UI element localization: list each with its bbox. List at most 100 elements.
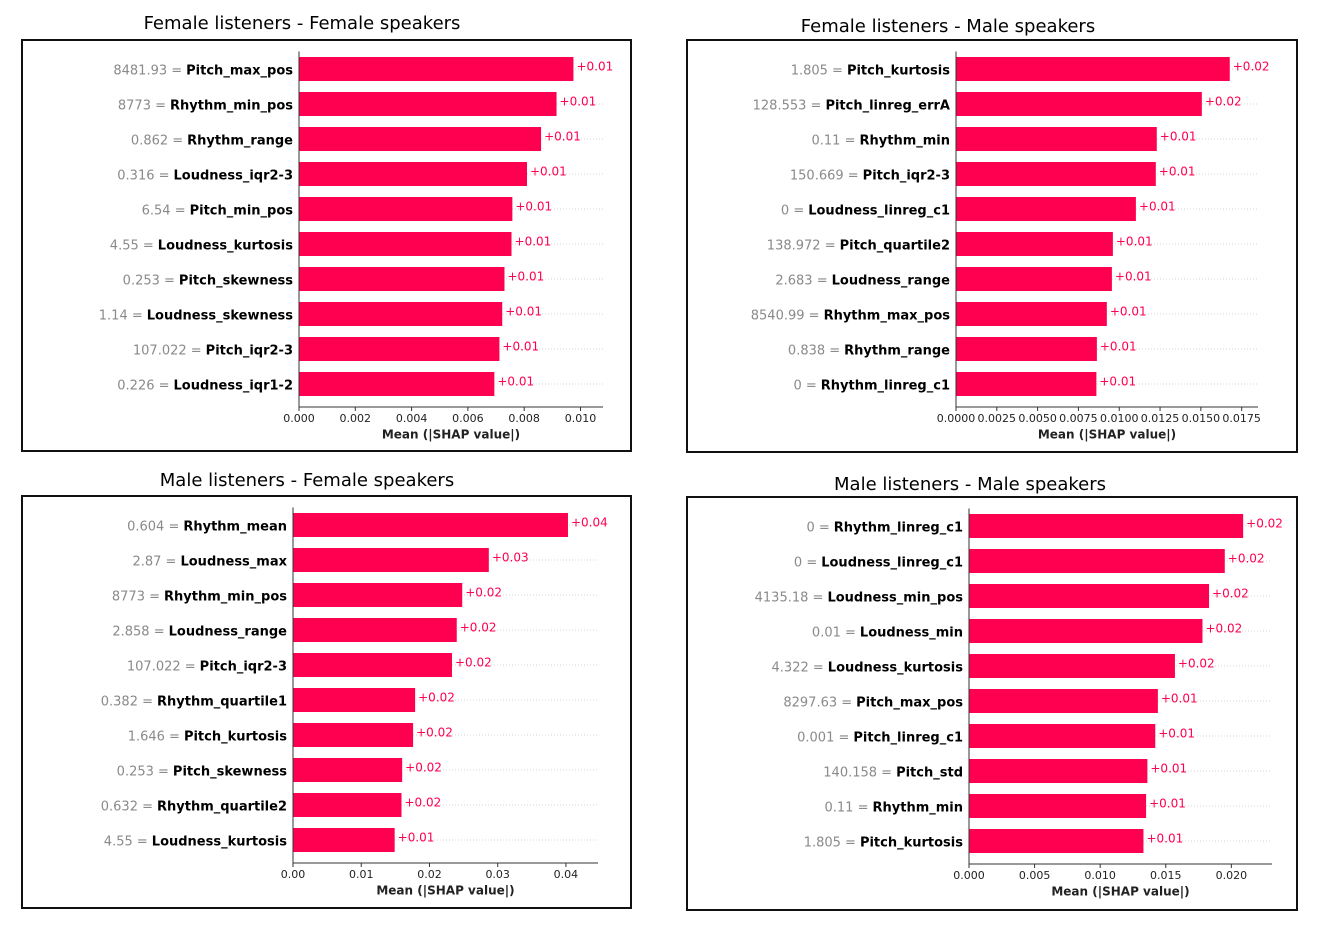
bar	[969, 759, 1148, 783]
feature-value: 0.862 =	[131, 134, 183, 149]
feature-name: Pitch_kurtosis	[847, 64, 950, 79]
value-label: +0.01	[1161, 692, 1198, 706]
feature-value: 1.805 =	[804, 836, 856, 851]
value-label: +0.02	[1212, 587, 1249, 601]
value-label: +0.01	[515, 200, 552, 214]
x-tick-label: 0.0150	[1182, 412, 1221, 425]
value-label: +0.01	[502, 340, 539, 354]
feature-value: 140.158 =	[823, 766, 892, 781]
feature-name: Pitch_skewness	[179, 274, 293, 289]
feature-name: Loudness_iqr2-3	[174, 169, 293, 184]
value-label: +0.04	[571, 516, 608, 530]
panel-frame	[21, 39, 632, 452]
bar	[299, 372, 495, 396]
bar	[299, 337, 500, 361]
feature-name: Pitch_iqr2-3	[206, 344, 293, 359]
feature-value: 0.382 =	[101, 695, 153, 710]
chart-title: Male listeners - Female speakers	[160, 470, 454, 491]
x-tick-label: 0.000	[953, 869, 985, 882]
feature-value: 2.858 =	[112, 625, 164, 640]
bar	[956, 372, 1097, 396]
feature-name: Loudness_kurtosis	[152, 835, 287, 850]
feature-value: 0 =	[793, 379, 816, 394]
x-tick-label: 0.005	[1019, 869, 1051, 882]
chart-title: Female listeners - Female speakers	[144, 13, 461, 34]
feature-value: 0.226 =	[117, 379, 169, 394]
feature-value: 107.022 =	[133, 344, 202, 359]
x-tick-label: 0.0050	[1018, 412, 1057, 425]
bar	[956, 302, 1107, 326]
x-tick-label: 0.03	[485, 868, 510, 881]
x-tick-label: 0.0025	[978, 412, 1017, 425]
bar	[299, 127, 542, 151]
x-tick-label: 0.010	[1084, 869, 1116, 882]
bar	[293, 793, 402, 817]
feature-name: Loudness_kurtosis	[158, 239, 293, 254]
x-axis-label: Mean (|SHAP value|)	[376, 884, 514, 898]
feature-name: Loudness_range	[832, 274, 951, 289]
bar	[969, 829, 1144, 853]
value-label: +0.01	[507, 270, 544, 284]
value-label: +0.01	[1159, 165, 1196, 179]
feature-value: 8773 =	[112, 590, 160, 605]
x-tick-label: 0.00	[281, 868, 306, 881]
feature-value: 0 =	[794, 556, 817, 571]
x-tick-label: 0.02	[417, 868, 442, 881]
value-label: +0.01	[1110, 305, 1147, 319]
feature-value: 0.604 =	[127, 520, 179, 535]
feature-value: 0.838 =	[788, 344, 840, 359]
x-tick-label: 0.002	[340, 412, 372, 425]
feature-value: 0.001 =	[797, 731, 849, 746]
feature-value: 2.683 =	[775, 274, 827, 289]
feature-name: Loudness_min_pos	[827, 591, 963, 606]
feature-value: 0.11 =	[825, 801, 869, 816]
feature-value: 4.55 =	[110, 239, 154, 254]
bar	[299, 197, 513, 221]
feature-value: 2.87 =	[132, 555, 176, 570]
feature-name: Rhythm_linreg_c1	[834, 521, 963, 536]
x-tick-label: 0.01	[349, 868, 374, 881]
feature-name: Rhythm_range	[187, 134, 293, 149]
feature-name: Rhythm_min_pos	[170, 99, 293, 114]
value-label: +0.01	[1160, 130, 1197, 144]
feature-value: 107.022 =	[127, 660, 196, 675]
feature-name: Loudness_kurtosis	[828, 661, 963, 676]
x-tick-label: 0.010	[565, 412, 597, 425]
bar	[293, 513, 568, 537]
feature-name: Pitch_max_pos	[856, 696, 963, 711]
value-label: +0.01	[1099, 375, 1136, 389]
feature-name: Pitch_std	[896, 766, 963, 781]
feature-name: Loudness_iqr1-2	[174, 379, 293, 394]
value-label: +0.02	[418, 691, 455, 705]
feature-value: 4.322 =	[772, 661, 824, 676]
feature-value: 0 =	[806, 521, 829, 536]
feature-value: 1.805 =	[791, 64, 843, 79]
value-label: +0.02	[1205, 95, 1242, 109]
feature-name: Rhythm_mean	[183, 520, 287, 535]
feature-value: 4135.18 =	[755, 591, 824, 606]
bar	[299, 57, 574, 81]
x-tick-label: 0.020	[1216, 869, 1248, 882]
feature-value: 128.553 =	[753, 99, 822, 114]
x-tick-label: 0.015	[1150, 869, 1182, 882]
feature-name: Loudness_skewness	[147, 309, 293, 324]
bar	[956, 197, 1136, 221]
feature-name: Loudness_max	[180, 555, 287, 570]
bar	[969, 584, 1210, 608]
value-label: +0.01	[515, 235, 552, 249]
chart-title: Female listeners - Male speakers	[801, 16, 1095, 37]
value-label: +0.01	[398, 831, 435, 845]
value-label: +0.02	[404, 796, 441, 810]
value-label: +0.02	[416, 726, 453, 740]
bar	[299, 162, 527, 186]
bar	[299, 302, 503, 326]
feature-value: 8540.99 =	[751, 309, 820, 324]
panel-frame	[686, 39, 1298, 453]
x-tick-label: 0.0100	[1100, 412, 1139, 425]
feature-name: Rhythm_min_pos	[164, 590, 287, 605]
feature-name: Rhythm_quartile1	[157, 695, 287, 710]
bar	[969, 549, 1225, 573]
feature-name: Loudness_linreg_c1	[808, 204, 950, 219]
bar	[969, 689, 1158, 713]
